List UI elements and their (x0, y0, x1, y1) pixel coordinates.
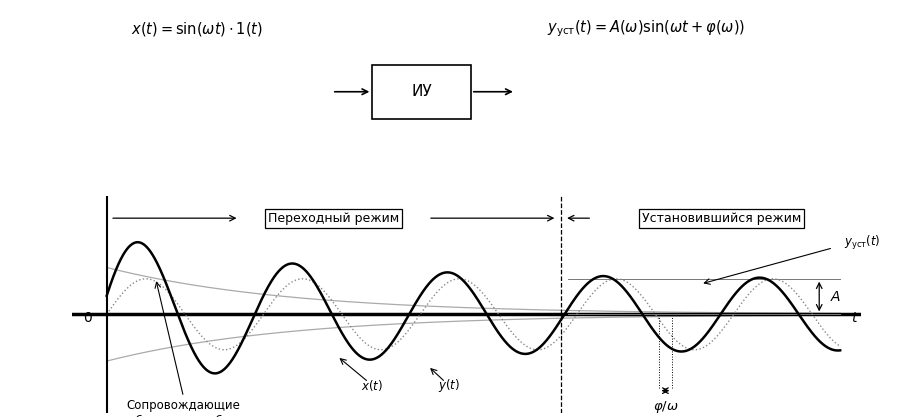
Text: $x(t)$: $x(t)$ (361, 378, 383, 393)
Text: $t$: $t$ (850, 311, 858, 325)
Text: Переходный режим: Переходный режим (268, 212, 399, 225)
Text: 0: 0 (83, 311, 91, 325)
Text: $\varphi/\omega$: $\varphi/\omega$ (652, 399, 678, 415)
FancyBboxPatch shape (372, 65, 471, 119)
Text: $x(t) = \sin(\omega t) \cdot 1(t)$: $x(t) = \sin(\omega t) \cdot 1(t)$ (131, 20, 264, 38)
Text: $A$: $A$ (830, 289, 841, 304)
Text: ИУ: ИУ (412, 84, 431, 99)
Text: $y_{\text{уст}}(t) = A(\omega)\sin(\omega t + \varphi(\omega))$: $y_{\text{уст}}(t) = A(\omega)\sin(\omeg… (547, 19, 745, 40)
Text: $y_{\text{уст}}(t)$: $y_{\text{уст}}(t)$ (844, 234, 880, 252)
Text: $y(t)$: $y(t)$ (438, 377, 460, 394)
Text: Установившийся режим: Установившийся режим (641, 212, 801, 225)
Text: Сопровождающие
свободные колебания: Сопровождающие свободные колебания (115, 399, 252, 417)
